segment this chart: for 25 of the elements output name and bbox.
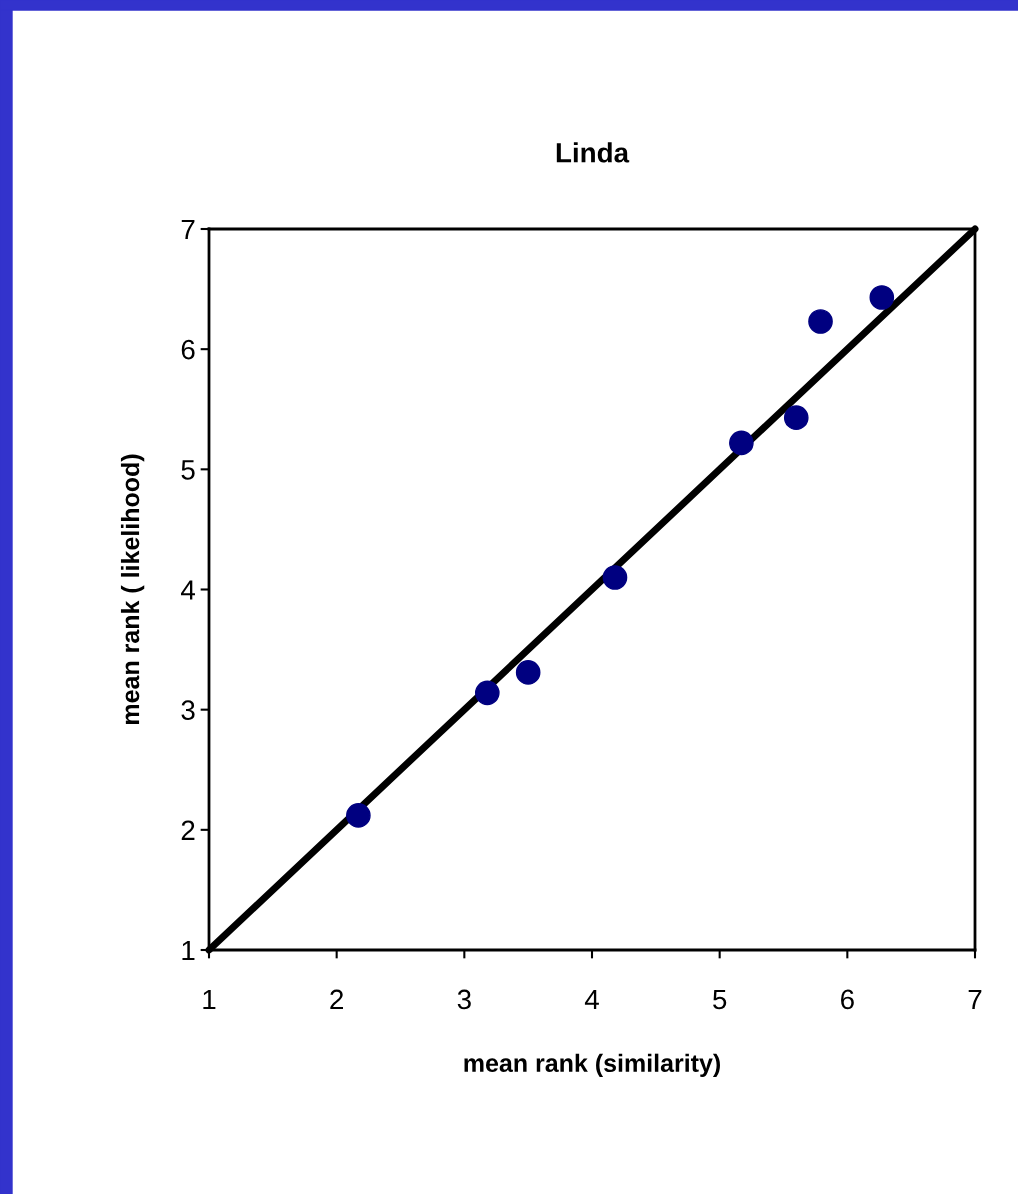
y-tick-label: 7 — [181, 219, 195, 240]
point — [869, 285, 895, 310]
x-tick-label: 1 — [203, 989, 216, 1010]
chart-title: Linda — [556, 142, 630, 163]
x-tick-label: 5 — [713, 989, 727, 1010]
point — [346, 803, 371, 828]
x-axis-title: mean rank (similarity) — [464, 1053, 720, 1077]
y-tick-label: 2 — [181, 820, 195, 840]
point — [602, 565, 628, 590]
y-tick-label: 4 — [181, 580, 195, 600]
y-tick-label: 3 — [181, 700, 195, 721]
point — [783, 405, 809, 430]
x-tick-label: 6 — [841, 989, 854, 1010]
y-axis-title: mean rank ( likelihood) — [120, 454, 145, 724]
point — [808, 309, 833, 334]
y-tick-label: 1 — [182, 940, 195, 961]
point — [729, 430, 754, 456]
point — [474, 680, 500, 706]
x-tick-label: 4 — [584, 989, 599, 1010]
x-tick-label: 2 — [330, 989, 343, 1010]
x-tick-label: 3 — [457, 989, 471, 1010]
point — [515, 660, 541, 685]
y-tick-label: 6 — [181, 339, 195, 360]
x-tick-label: 7 — [968, 989, 982, 1010]
y-tick-label: 5 — [181, 460, 195, 480]
